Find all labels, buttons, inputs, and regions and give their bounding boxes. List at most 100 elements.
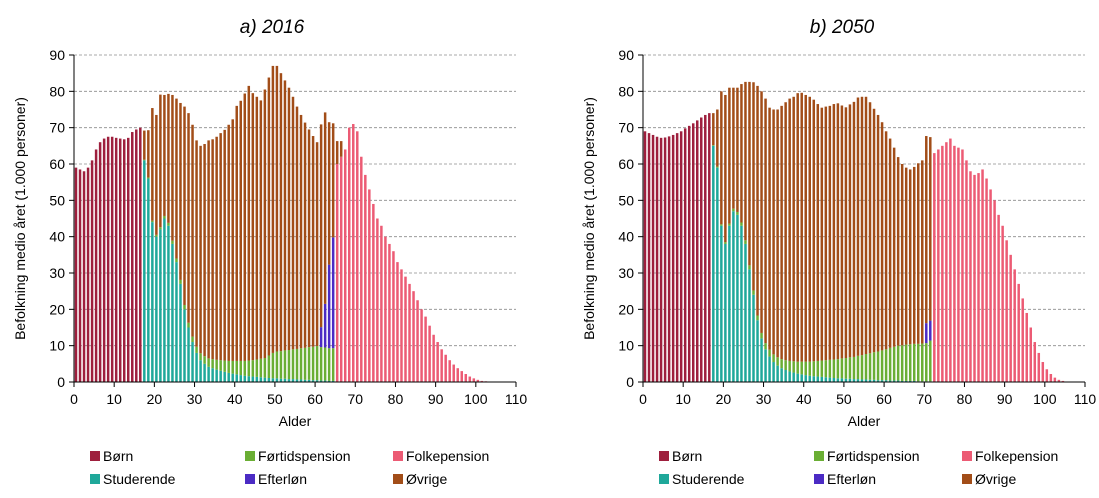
- bar-segment: [817, 377, 819, 382]
- bar-segment: [772, 362, 774, 382]
- x-tick-label: 80: [957, 391, 973, 407]
- bar-segment: [147, 130, 149, 177]
- bar-segment: [1021, 298, 1023, 382]
- bar-segment: [780, 359, 782, 368]
- bar-segment: [796, 93, 798, 362]
- bar-segment: [272, 378, 274, 382]
- y-tick-label: 20: [49, 301, 65, 317]
- y-tick-label: 0: [57, 374, 65, 390]
- bar-segment: [893, 347, 895, 381]
- bar-segment: [87, 168, 89, 382]
- bar-segment: [272, 66, 274, 353]
- bar-segment: [364, 175, 366, 382]
- bar-segment: [648, 133, 650, 382]
- bar-segment: [211, 368, 213, 382]
- x-tick-label: 100: [1033, 391, 1057, 407]
- bar-segment: [736, 212, 738, 215]
- bar-segment: [800, 362, 802, 375]
- bar-segment: [748, 82, 750, 265]
- bar-segment: [788, 371, 790, 382]
- bar-segment: [688, 126, 690, 382]
- bar-segment: [809, 362, 811, 376]
- y-axis-label: Befolkning medio året (1.000 personer): [581, 97, 597, 340]
- x-tick-label: 110: [505, 391, 528, 407]
- bar-segment: [977, 173, 979, 382]
- y-tick-label: 90: [49, 47, 65, 63]
- bar-segment: [159, 229, 161, 382]
- bar-segment: [796, 374, 798, 382]
- bar-segment: [825, 377, 827, 382]
- bar-segment: [744, 240, 746, 244]
- bar-segment: [841, 378, 843, 382]
- bar-segment: [227, 125, 229, 361]
- bar-segment: [724, 95, 726, 242]
- bar-segment: [260, 100, 262, 358]
- bar-segment: [280, 351, 282, 379]
- x-tick-label: 20: [147, 391, 163, 407]
- x-tick-label: 20: [716, 391, 732, 407]
- bar-segment: [897, 346, 899, 381]
- bar-segment: [796, 362, 798, 374]
- bar-segment: [284, 80, 286, 350]
- bar-segment: [752, 295, 754, 382]
- bar-segment: [660, 138, 662, 382]
- bar-segment: [853, 357, 855, 379]
- bar-segment: [163, 219, 165, 383]
- bar-segment: [849, 357, 851, 378]
- x-tick-label: 70: [916, 391, 932, 407]
- bar-segment: [780, 368, 782, 382]
- x-tick-label: 80: [388, 391, 404, 407]
- y-tick-label: 60: [49, 156, 65, 172]
- x-tick-label: 90: [428, 391, 444, 407]
- bar-segment: [985, 179, 987, 382]
- bar-segment: [764, 99, 766, 344]
- bar-segment: [167, 94, 169, 223]
- bar-segment: [203, 364, 205, 382]
- bar-segment: [252, 377, 254, 382]
- bar-segment: [760, 333, 762, 338]
- bar-segment: [821, 361, 823, 377]
- bar-segment: [997, 215, 999, 382]
- legend-swatch: [90, 474, 100, 484]
- bar-segment: [869, 353, 871, 380]
- bar-segment: [837, 103, 839, 359]
- x-axis-label: Alder: [848, 413, 881, 429]
- bar-segment: [901, 345, 903, 381]
- y-tick-label: 10: [49, 338, 65, 354]
- bar-segment: [396, 262, 398, 382]
- bar-segment: [195, 140, 197, 346]
- bar-segment: [813, 100, 815, 362]
- bar-segment: [921, 160, 923, 343]
- bar-segment: [300, 348, 302, 379]
- bar-segment: [400, 269, 402, 382]
- bar-segment: [877, 115, 879, 352]
- legend-label: Folkepension: [406, 448, 489, 464]
- legend-swatch: [659, 474, 669, 484]
- x-tick-label: 10: [675, 391, 691, 407]
- bar-segment: [728, 226, 730, 382]
- bar-segment: [945, 142, 947, 382]
- bar-segment: [296, 107, 298, 349]
- x-axis-label: Alder: [279, 413, 312, 429]
- bar-segment: [821, 108, 823, 361]
- bar-segment: [268, 355, 270, 378]
- bar-segment: [344, 149, 346, 382]
- x-tick-label: 50: [836, 391, 852, 407]
- bar-segment: [744, 82, 746, 240]
- bar-segment: [320, 347, 322, 380]
- bar-segment: [841, 106, 843, 359]
- bar-segment: [260, 359, 262, 378]
- y-tick-label: 40: [618, 229, 634, 245]
- y-tick-label: 80: [49, 83, 65, 99]
- bar-segment: [825, 360, 827, 377]
- bar-segment: [280, 73, 282, 351]
- bar-segment: [139, 128, 141, 382]
- bar-segment: [760, 91, 762, 333]
- legend-swatch: [393, 474, 403, 484]
- bar-segment: [328, 265, 330, 349]
- bar-segment: [211, 359, 213, 368]
- bar-segment: [235, 374, 237, 382]
- legend-swatch: [393, 451, 403, 461]
- bar-segment: [151, 222, 153, 382]
- x-tick-label: 40: [796, 391, 812, 407]
